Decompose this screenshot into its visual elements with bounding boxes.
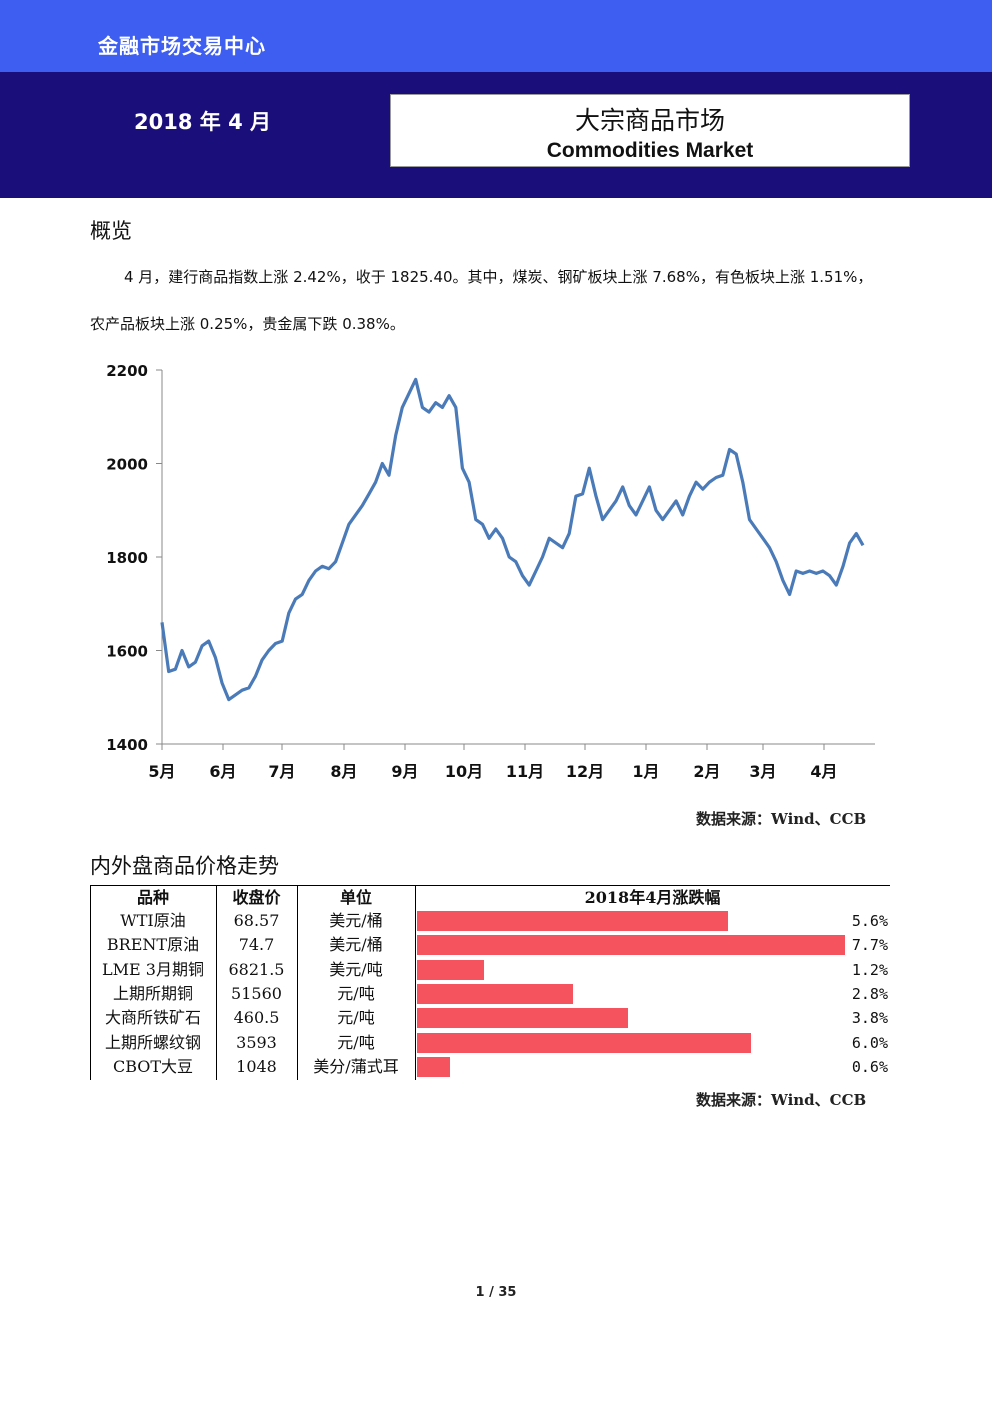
x-tick-label: 4月 [810, 762, 837, 781]
y-tick-label: 2000 [106, 456, 148, 474]
change-bar [417, 983, 573, 1004]
row-variety: CBOT大豆 [112, 1056, 194, 1076]
row-unit: 美元/桶 [329, 911, 383, 930]
commodity-index-line-chart: 1400 1600 1800 2000 2200 5月 6月 7月 8月 9月 10月 11月 12月… [106, 362, 875, 781]
x-tick-label: 7月 [268, 762, 295, 781]
row-close-price: 3593 [236, 1032, 277, 1052]
report-title-box: 大宗商品市场 Commodities Market [390, 94, 910, 167]
overview-paragraph-line1: 4 月，建行商品指数上涨 2.42%，收于 1825.40。其中，煤炭、钢矿板块… [124, 268, 873, 286]
row-variety: LME 3月期铜 [102, 959, 204, 979]
y-axis: 1400 1600 1800 2000 2200 [106, 362, 163, 754]
y-tick-label: 1800 [106, 549, 148, 567]
top-banner: 金融市场交易中心 [0, 0, 992, 72]
row-unit: 美元/桶 [329, 935, 383, 955]
report-title-cn: 大宗商品市场 [574, 106, 725, 135]
header-unit: 单位 [339, 888, 372, 907]
table-data-source: 数据来源：Wind、CCB [696, 1091, 867, 1109]
x-axis: 5月 6月 7月 8月 9月 10月 11月 12月 1月 2月 3月 4月 [148, 743, 875, 781]
table-heading: 内外盘商品价格走势 [90, 854, 279, 878]
row-unit: 元/吨 [337, 1032, 375, 1052]
row-variety: 大商所铁矿石 [104, 1008, 201, 1028]
row-unit: 元/吨 [337, 983, 375, 1003]
row-variety: BRENT原油 [106, 935, 200, 955]
header-close-price: 收盘价 [232, 888, 281, 907]
row-change-label: 2.8% [851, 984, 888, 1003]
change-bar [417, 959, 484, 980]
title-band: 2018 年 4 月 大宗商品市场 Commodities Market [0, 72, 992, 198]
row-close-price: 74.7 [238, 935, 275, 955]
row-variety: WTI原油 [120, 911, 186, 930]
report-title-en: Commodities Market [546, 139, 754, 162]
change-bar [417, 911, 729, 931]
overview-heading: 概览 [90, 219, 132, 243]
y-tick-label: 1600 [106, 643, 148, 661]
header-variety: 品种 [136, 888, 169, 907]
department-name: 金融市场交易中心 [98, 34, 266, 58]
row-change-label: 3.8% [851, 1009, 888, 1028]
change-bar [417, 935, 845, 956]
x-tick-label: 8月 [330, 762, 357, 781]
change-bar [417, 1008, 629, 1029]
change-bar [417, 1056, 451, 1077]
x-tick-label: 6月 [209, 762, 236, 781]
x-tick-label: 12月 [566, 762, 604, 781]
page-number: 1 / 35 [475, 1285, 517, 1300]
table-rule [415, 886, 416, 1080]
x-tick-label: 5月 [148, 762, 175, 781]
row-unit: 美分/蒲式耳 [313, 1056, 399, 1076]
row-close-price: 51560 [231, 983, 282, 1003]
x-tick-label: 11月 [506, 762, 544, 781]
y-tick-label: 1400 [106, 736, 148, 754]
row-change-label: 7.7% [851, 936, 888, 955]
row-unit: 元/吨 [337, 1008, 375, 1028]
chart-data-source: 数据来源：Wind、CCB [696, 810, 867, 828]
row-change-label: 6.0% [851, 1033, 888, 1052]
table-rule [90, 886, 91, 1080]
header-change: 2018年4月涨跌幅 [584, 888, 721, 907]
row-close-price: 6821.5 [228, 959, 285, 979]
table-rule [297, 886, 298, 1080]
row-close-price: 1048 [236, 1056, 277, 1076]
row-change-label: 5.6% [851, 912, 888, 930]
row-close-price: 460.5 [233, 1008, 280, 1028]
x-tick-label: 1月 [632, 762, 659, 781]
row-unit: 美元/吨 [329, 959, 383, 979]
x-tick-label: 10月 [445, 762, 483, 781]
series-line-commodity-index [160, 377, 865, 702]
x-tick-label: 9月 [391, 762, 418, 781]
row-variety: 上期所期铜 [112, 983, 193, 1003]
x-tick-label: 2月 [693, 762, 720, 781]
row-change-label: 0.6% [851, 1057, 888, 1076]
report-date: 2018 年 4 月 [134, 110, 271, 134]
row-close-price: 68.57 [233, 911, 280, 930]
row-change-label: 1.2% [851, 960, 888, 979]
x-tick-label: 3月 [749, 762, 776, 781]
overview-paragraph-line2: 农产品板块上涨 0.25%，贵金属下跌 0.38%。 [90, 315, 405, 333]
y-tick-label: 2200 [106, 362, 148, 380]
table-top-rule [90, 885, 890, 886]
change-bar [417, 1032, 751, 1053]
row-variety: 上期所螺纹钢 [104, 1032, 201, 1052]
table-rule [216, 886, 217, 1080]
